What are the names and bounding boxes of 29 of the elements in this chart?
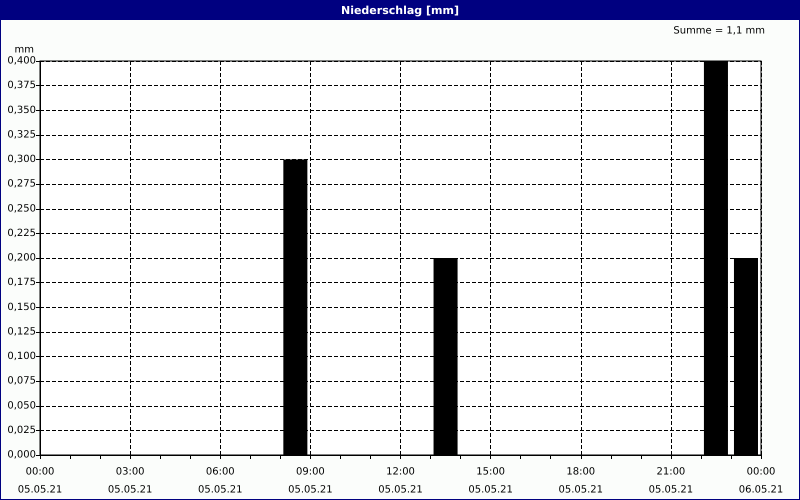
y-tick-label: 0,125 xyxy=(7,326,36,338)
y-tick-label: 0,350 xyxy=(7,104,36,116)
y-tick-label: 0,275 xyxy=(7,178,36,190)
x-tick-label: 06:00 05.05.21 xyxy=(198,466,243,496)
x-tick-label: 00:00 05.05.21 xyxy=(18,466,62,496)
y-tick-label: 0,225 xyxy=(7,228,36,239)
y-tick-label: 0,300 xyxy=(7,154,36,165)
y-tick-label: 0,200 xyxy=(7,252,36,264)
y-tick-label: 0,100 xyxy=(7,351,36,362)
y-axis-title: mm xyxy=(14,44,34,56)
text: Summe = 1,1 mm xyxy=(673,26,766,36)
y-tick-label: 0,050 xyxy=(7,400,36,412)
y-tick-label: 0,025 xyxy=(7,424,36,436)
y-tick-label: 0,375 xyxy=(7,80,36,92)
y-tick-label: 0,325 xyxy=(7,129,36,140)
x-tick-label: 03:00 05.05.21 xyxy=(108,466,152,496)
y-tick-label: 0,000 xyxy=(7,450,36,460)
chart-title: Niederschlag [mm] xyxy=(1,1,799,20)
y-tick-label: 0,075 xyxy=(7,376,36,387)
x-tick-label: 21:00 05.05.21 xyxy=(648,466,694,496)
x-tick-label: 00:00 06.05.21 xyxy=(738,466,784,496)
x-tick-label: 12:00 05.05.21 xyxy=(378,466,423,496)
y-tick-label: 0,250 xyxy=(7,203,36,214)
x-tick-label: 18:00 05.05.21 xyxy=(558,466,604,496)
y-tick-label: 0,175 xyxy=(7,277,36,288)
x-tick-label: 15:00 05.05.21 xyxy=(468,466,513,496)
y-tick-label: 0,150 xyxy=(7,302,36,313)
y-tick-label: 0,400 xyxy=(7,56,36,66)
x-tick-label: 09:00 05.05.21 xyxy=(288,466,333,496)
